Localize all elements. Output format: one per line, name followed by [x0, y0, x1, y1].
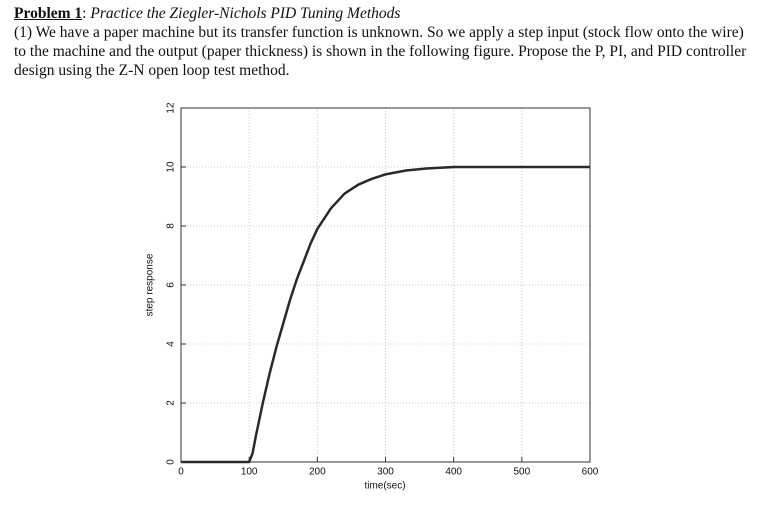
problem-label: Problem 1	[14, 5, 83, 22]
x-tick-label: 600	[582, 467, 599, 478]
problem-body: (1) We have a paper machine but its tran…	[14, 24, 747, 79]
plot-frame	[180, 107, 591, 463]
y-axis-label: step response	[145, 253, 156, 316]
y-tick-label: 10	[166, 161, 177, 173]
x-tick-label: 200	[309, 467, 326, 478]
y-tick-label: 8	[166, 223, 177, 229]
x-tick-label: 100	[241, 467, 258, 478]
separator: :	[82, 5, 91, 22]
y-tick-label: 2	[166, 400, 177, 406]
problem-text: Problem 1: Practice the Ziegler-Nichols …	[14, 4, 754, 80]
y-tick-label: 6	[166, 282, 177, 288]
x-axis-label: time(sec)	[364, 481, 405, 492]
x-tick-label: 500	[513, 467, 530, 478]
y-tick-label: 0	[166, 459, 177, 465]
x-tick-label: 300	[377, 467, 394, 478]
data-line	[181, 165, 590, 464]
y-tick-label: 12	[166, 102, 177, 114]
x-tick-label: 0	[178, 467, 184, 478]
x-tick-label: 400	[445, 467, 462, 478]
y-tick-label: 4	[166, 341, 177, 347]
problem-title: Practice the Ziegler-Nichols PID Tuning …	[90, 5, 401, 22]
